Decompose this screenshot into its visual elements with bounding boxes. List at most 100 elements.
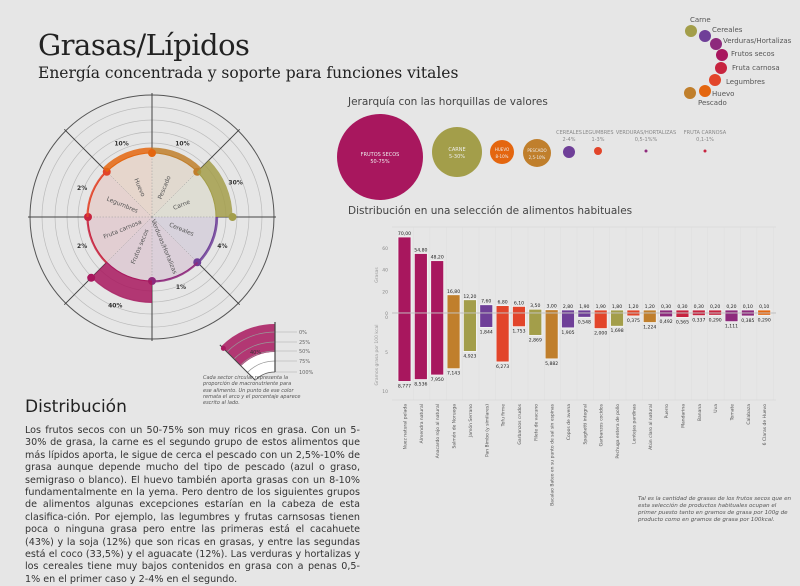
bar-top: [512, 305, 526, 314]
polar-divider: [196, 261, 241, 306]
y-tick-bottom: 5: [385, 350, 388, 356]
bar-value-bottom: 1,753: [512, 329, 525, 335]
bar-bottom: [512, 312, 526, 328]
x-tick-label: Bacalao Bateo en su punto de sal sin esp…: [550, 403, 556, 506]
bar-top: [561, 309, 575, 314]
page-title: Grasas/Lípidos: [38, 28, 250, 62]
bar-top: [740, 309, 755, 314]
bar-top: [397, 236, 412, 314]
bar-value-top: 6,10: [514, 300, 524, 306]
legend-label: Cereales: [712, 26, 743, 34]
bar-value-top: 12,20: [463, 294, 476, 300]
bar-value-bottom: 7,950: [431, 377, 444, 383]
bubble-range: 0,1-1%: [696, 137, 714, 143]
polar-value-label: 2%: [77, 243, 87, 250]
bar-value-bottom: 1,844: [480, 329, 493, 335]
bar-bottom: [642, 312, 657, 323]
bar-top: [724, 309, 739, 314]
bar-top: [430, 260, 445, 314]
legend-swatch-legumbres: [709, 74, 721, 86]
x-tick-label: Mandarina: [680, 404, 686, 428]
bar-value-top: 0,30: [677, 304, 687, 310]
bar-top: [446, 294, 461, 314]
bar-bottom: [430, 312, 445, 376]
bar-value-top: 0,20: [726, 304, 736, 310]
polar-sector-arc: [196, 216, 217, 263]
graphics-layer: 10% Pescado 30% Carne 4% Cereales 1% Verduras/H…: [28, 16, 792, 506]
bubble-label: PESCADO: [527, 148, 546, 153]
bar-value-top: 7,60: [481, 299, 491, 305]
y-tick-top: 40: [382, 268, 388, 274]
distribution-heading: Distribución: [25, 397, 127, 417]
x-tick-label: Garbanzos crudos: [517, 403, 523, 444]
polar-dot: [87, 273, 96, 282]
bubble-range: 2-4%: [563, 137, 576, 143]
bar-value-bottom: 0,492: [660, 319, 673, 325]
bar-top: [593, 309, 608, 314]
x-tick-label: Lentejas pardinas: [631, 403, 637, 443]
bubble-section-title: Jerarquía con las horquillas de valores: [348, 96, 548, 108]
bar-bottom: [593, 312, 608, 330]
legend-example-label: 40%: [250, 350, 261, 356]
polar-value-label: 1%: [176, 284, 186, 291]
x-tick-label: Anacardo rojo al natural: [435, 404, 441, 458]
bubble-range: 2,5-10%: [529, 155, 546, 160]
bubble-cereales: [563, 146, 575, 158]
polar-sector-fill: [152, 153, 198, 217]
polar-value-label: 30%: [228, 179, 242, 186]
bar-value-top: 0,20: [710, 304, 720, 310]
polar-sector-fill: [106, 217, 152, 281]
polar-sector-band: [91, 262, 152, 303]
bar-top: [675, 309, 690, 314]
bar-value-top: 0,10: [759, 304, 769, 310]
polar-sector-arc: [151, 152, 198, 173]
bubble-verduras: [644, 149, 648, 153]
bubble-range: 8-10%: [496, 154, 509, 159]
x-tick-label: Banana: [697, 404, 703, 421]
bar-bottom: [724, 312, 739, 323]
bubble-pescado: [523, 139, 551, 167]
bar-top: [610, 309, 624, 314]
bar-chart-footnote: Tal es la cantidad de grasas de los frut…: [638, 496, 792, 523]
x-tick-label: Pan Bimbo (y similares): [484, 404, 490, 457]
x-tick-label: Almendra natural: [419, 404, 425, 443]
bar-value-bottom: 2,000: [594, 331, 607, 337]
polar-divider: [63, 261, 108, 306]
polar-sector-fill: [152, 171, 216, 217]
legend-swatch-fruta_carnosa: [715, 62, 727, 74]
polar-sector-band: [197, 160, 233, 217]
x-tick-label: Pechuga entera de pollo: [615, 404, 621, 459]
bubble-legumbres: [594, 147, 602, 155]
bubble-huevo: [490, 140, 514, 164]
bar-bottom: [397, 312, 412, 382]
polar-key-legend: 0% 25% 50% 75% 100% 40%: [219, 322, 314, 381]
bar-top: [413, 253, 428, 314]
bar-bottom: [446, 312, 461, 370]
polar-legend-caption: Cada sector circular representa la propo…: [203, 375, 301, 407]
y-axis-label-top: Grasas: [374, 267, 380, 283]
bar-bottom: [626, 312, 641, 317]
bubble-label: FRUTA CARNOSA: [684, 130, 727, 136]
polar-value-label: 2%: [77, 185, 87, 192]
polar-divider: [63, 128, 108, 173]
y-tick-top: 20: [382, 289, 388, 295]
bar-value-top: 1,20: [645, 304, 655, 310]
legend-label: Fruta carnosa: [732, 64, 780, 72]
bubble-fruta_carnosa: [703, 149, 707, 153]
legend-dot: [220, 345, 226, 351]
legend-band: [221, 324, 275, 367]
legend-ring: [240, 350, 276, 366]
polar-chart: 10%Pescado 30%Carne4%Cereales1%Verduras/H…: [28, 93, 276, 341]
bubble-frutos_secos: [337, 114, 423, 200]
bar-value-bottom: 6,273: [496, 364, 509, 370]
bar-value-top: 3,50: [530, 303, 540, 309]
x-tick-label: 6 Claras de Huevo: [762, 404, 768, 446]
bar-value-top: 2,80: [563, 304, 573, 310]
polar-sector-fill: [106, 153, 152, 217]
bar-value-bottom: 1,698: [610, 328, 623, 334]
legend-edge: [219, 344, 256, 381]
bar-value-bottom: 0,290: [709, 317, 722, 323]
bar-bottom: [544, 312, 559, 360]
polar-sector-band: [152, 147, 202, 172]
